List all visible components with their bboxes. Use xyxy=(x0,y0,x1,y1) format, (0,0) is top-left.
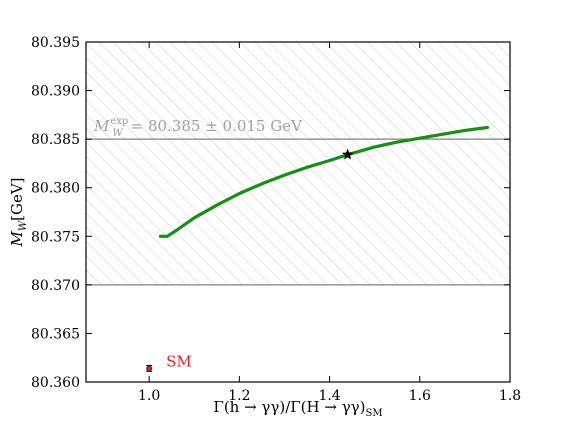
x-tick-label: 1.6 xyxy=(409,388,431,404)
sm-point-marker xyxy=(146,365,153,372)
plot-frame xyxy=(85,41,511,383)
y-tick-label: 80.380 xyxy=(31,181,80,197)
y-tick-label: 80.365 xyxy=(31,326,80,342)
x-tick-label: 1.4 xyxy=(318,388,340,404)
y-tick-label: 80.385 xyxy=(31,132,80,148)
mw-curve-line xyxy=(158,125,489,238)
y-tick-label: 80.390 xyxy=(31,84,80,100)
excluded-hatched-region xyxy=(86,42,510,285)
y-axis-title: MW[GeV] xyxy=(8,177,29,247)
x-tick-label: 1.0 xyxy=(138,388,160,404)
y-tick-label: 80.370 xyxy=(31,278,80,294)
x-axis-title: Γ(h → γγ)/Γ(H → γγ)SM xyxy=(213,398,382,419)
y-tick-label: 80.375 xyxy=(31,229,80,245)
star-marker xyxy=(341,148,354,160)
x-tick-label: 1.2 xyxy=(228,388,250,404)
x-axis-ticks: 1.0 1.2 1.4 1.6 1.8 xyxy=(138,42,521,404)
y-axis-ticks: 80.360 80.365 80.370 80.375 80.380 80.385 80.3… xyxy=(31,35,510,391)
sm-point-label: SM xyxy=(166,352,192,370)
x-tick-label: 1.8 xyxy=(499,388,521,404)
y-tick-label: 80.395 xyxy=(31,35,80,51)
sm-point-group: SM xyxy=(146,352,192,372)
mw-exp-band-label: Mexp W = 80.385 ± 0.015 GeV xyxy=(93,116,303,139)
y-tick-label: 80.360 xyxy=(31,375,80,391)
